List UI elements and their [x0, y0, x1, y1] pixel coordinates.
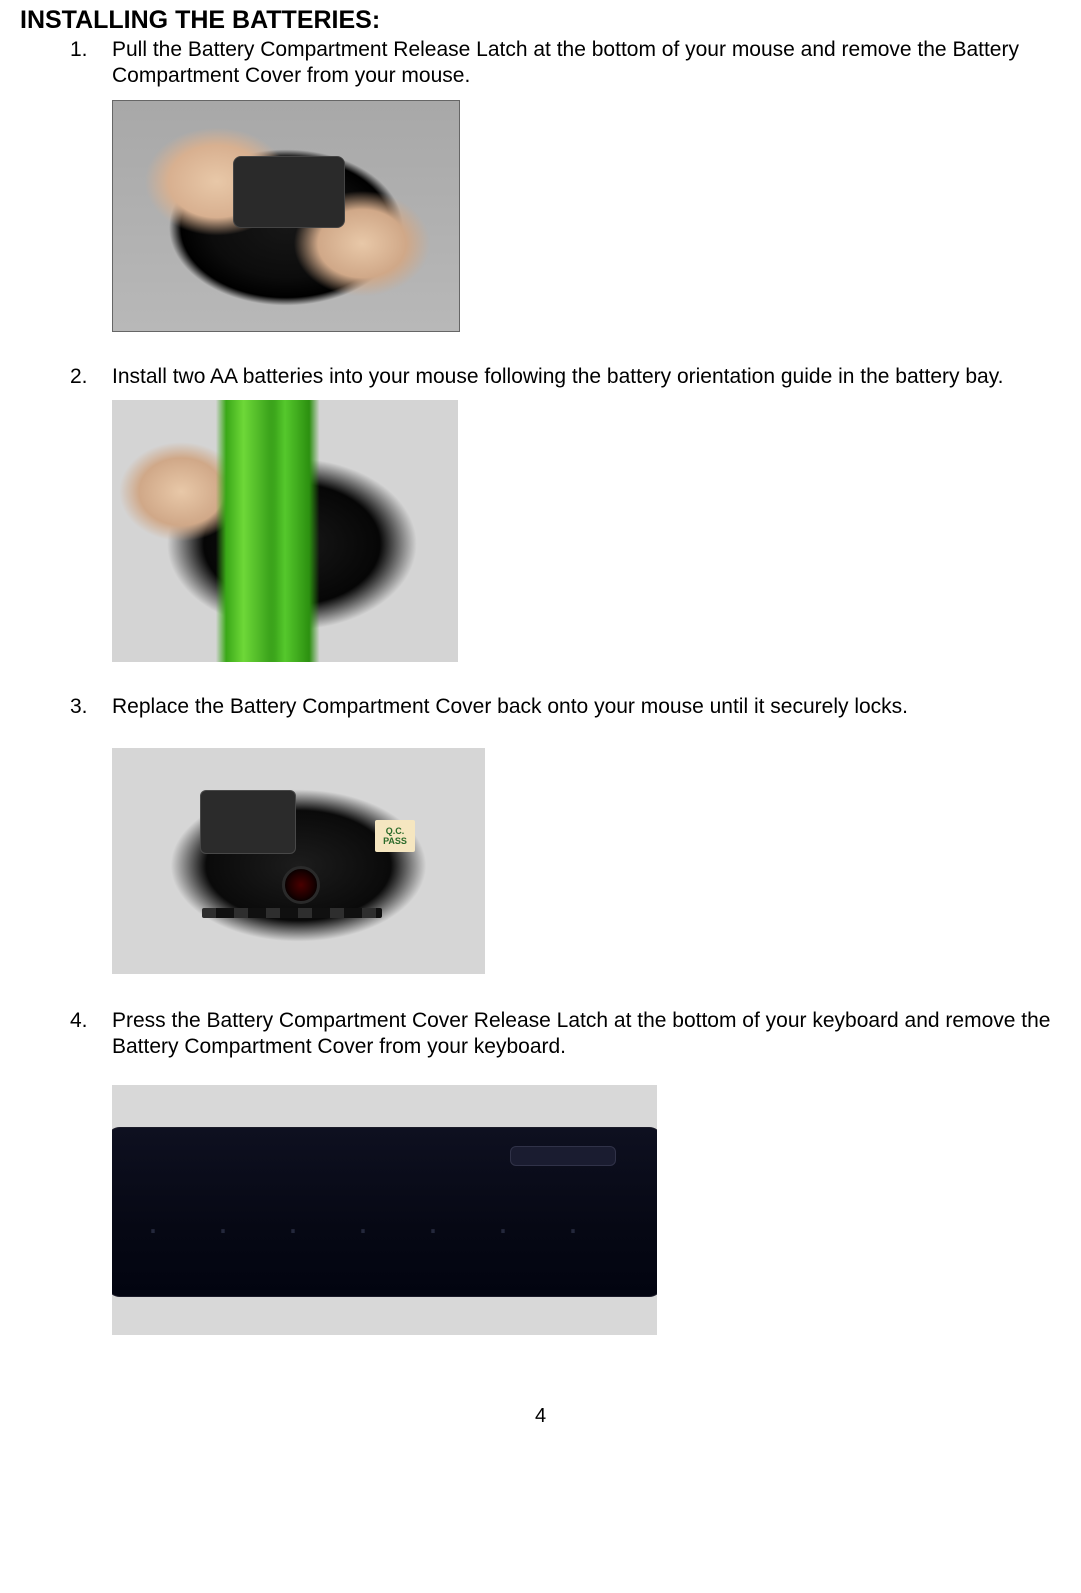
step-2-text: Install two AA batteries into your mouse… — [112, 364, 1013, 390]
step3-photo: Q.C. PASS — [112, 748, 485, 974]
step-3-number: 3. — [70, 694, 112, 720]
step-1-number: 1. — [70, 37, 112, 90]
step-4-number: 4. — [70, 1008, 112, 1061]
step-3: 3. Replace the Battery Compartment Cover… — [70, 694, 1061, 720]
step-1-photo-wrap — [112, 100, 1061, 332]
optical-sensor — [282, 866, 320, 904]
step-1: 1. Pull the Battery Compartment Release … — [70, 37, 1061, 90]
step-4-text: Press the Battery Compartment Cover Rele… — [112, 1008, 1061, 1061]
step-4-photo-wrap — [112, 1085, 1061, 1335]
page-number: 4 — [20, 1405, 1061, 1428]
step-2-number: 2. — [70, 364, 112, 390]
battery-door — [200, 790, 296, 854]
step-1-text: Pull the Battery Compartment Release Lat… — [112, 37, 1061, 90]
step4-photo — [112, 1085, 657, 1335]
step-4: 4. Press the Battery Compartment Cover R… — [70, 1008, 1061, 1061]
keyboard-underside — [112, 1127, 657, 1297]
step1-photo — [112, 100, 460, 332]
step-2-photo-wrap — [112, 400, 1061, 662]
step-2: 2. Install two AA batteries into your mo… — [70, 364, 1061, 390]
vent-slots — [202, 908, 382, 918]
step-3-text: Replace the Battery Compartment Cover ba… — [112, 694, 918, 720]
section-heading: INSTALLING THE BATTERIES: — [20, 6, 1061, 35]
step2-photo — [112, 400, 458, 662]
qc-pass-sticker: Q.C. PASS — [375, 820, 415, 852]
qc-line1: Q.C. — [375, 826, 415, 836]
step-3-photo-wrap: Q.C. PASS — [112, 748, 1061, 974]
qc-line2: PASS — [375, 836, 415, 846]
